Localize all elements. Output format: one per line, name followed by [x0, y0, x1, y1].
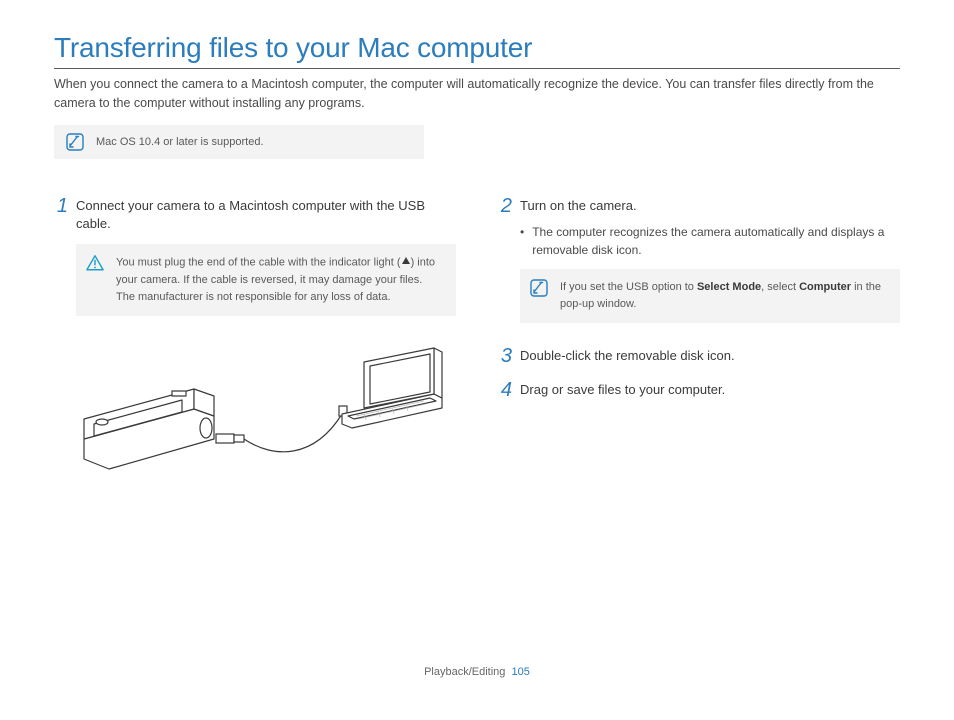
- step-number: 4: [498, 379, 512, 401]
- step-text: Drag or save files to your computer.: [520, 379, 725, 401]
- content-columns: 1 Connect your camera to a Macintosh com…: [54, 195, 900, 479]
- right-column: 2 Turn on the camera. • The computer rec…: [498, 195, 900, 479]
- step-text: Double-click the removable disk icon.: [520, 345, 735, 367]
- top-note-text: Mac OS 10.4 or later is supported.: [96, 136, 264, 148]
- note-icon: [66, 133, 84, 151]
- step-1: 1 Connect your camera to a Macintosh com…: [54, 195, 456, 235]
- caution-box: You must plug the end of the cable with …: [76, 244, 456, 316]
- connection-diagram: [64, 334, 456, 479]
- page-title: Transferring files to your Mac computer: [54, 32, 900, 64]
- left-column: 1 Connect your camera to a Macintosh com…: [54, 195, 456, 479]
- step-4: 4 Drag or save files to your computer.: [498, 379, 900, 401]
- note-icon: [530, 279, 548, 297]
- step-number: 1: [54, 195, 68, 235]
- usb-note-text: If you set the USB option to Select Mode…: [560, 279, 886, 313]
- page-footer: Playback/Editing 105: [0, 666, 954, 678]
- usb-note-box: If you set the USB option to Select Mode…: [520, 269, 900, 323]
- indicator-triangle-icon: [401, 254, 411, 271]
- step-2: 2 Turn on the camera.: [498, 195, 900, 217]
- intro-text: When you connect the camera to a Macinto…: [54, 75, 900, 113]
- bullet-dot: •: [520, 223, 524, 259]
- step-text: Connect your camera to a Macintosh compu…: [76, 195, 456, 235]
- title-rule: [54, 68, 900, 69]
- step-3: 3 Double-click the removable disk icon.: [498, 345, 900, 367]
- step-2-bullet: • The computer recognizes the camera aut…: [520, 223, 900, 259]
- step-text: Turn on the camera.: [520, 195, 637, 217]
- step-number: 2: [498, 195, 512, 217]
- footer-page-number: 105: [512, 666, 530, 678]
- bullet-text: The computer recognizes the camera autom…: [532, 223, 900, 259]
- footer-section: Playback/Editing: [424, 666, 505, 678]
- caution-icon: [86, 254, 104, 272]
- top-note-box: Mac OS 10.4 or later is supported.: [54, 125, 424, 159]
- caution-text: You must plug the end of the cable with …: [116, 254, 442, 306]
- step-number: 3: [498, 345, 512, 367]
